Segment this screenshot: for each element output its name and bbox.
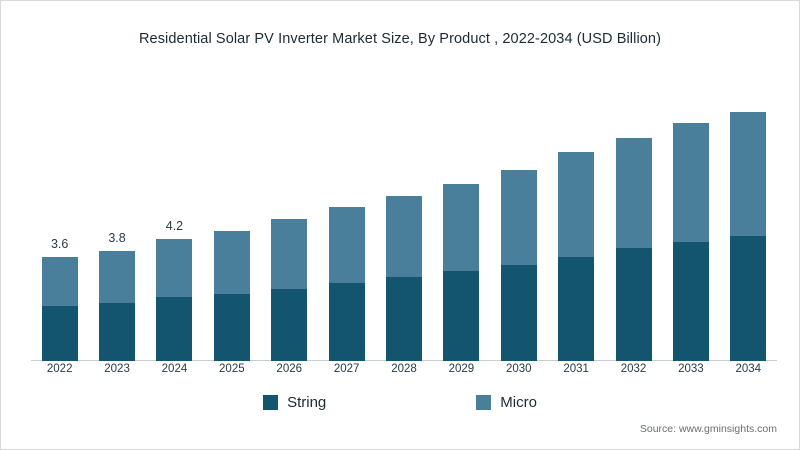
bar-segment-string[interactable] bbox=[271, 288, 308, 361]
bar-group[interactable] bbox=[41, 256, 78, 361]
x-tick-label: 2032 bbox=[620, 363, 647, 375]
bar-segment-string[interactable] bbox=[41, 305, 78, 361]
x-tick-label: 2027 bbox=[333, 363, 360, 375]
legend-label-string: String bbox=[287, 394, 327, 411]
x-tick-label: 2028 bbox=[391, 363, 417, 375]
legend-label-micro: Micro bbox=[500, 394, 537, 411]
bar-segment-string[interactable] bbox=[500, 265, 537, 361]
bar-segment-string[interactable] bbox=[443, 271, 480, 361]
legend-swatch-micro bbox=[476, 395, 492, 410]
x-tick-label: 2024 bbox=[161, 363, 188, 375]
bar-group[interactable] bbox=[443, 184, 480, 361]
bar-value-label: 3.8 bbox=[108, 230, 126, 245]
bar-segment-micro[interactable] bbox=[558, 152, 595, 257]
legend-swatch-string bbox=[263, 395, 279, 410]
bar-segment-string[interactable] bbox=[558, 256, 595, 361]
bar-segment-micro[interactable] bbox=[443, 184, 480, 272]
bar-group[interactable] bbox=[156, 239, 193, 361]
x-tick-label: 2026 bbox=[276, 363, 303, 375]
x-tick-label: 2031 bbox=[563, 363, 589, 375]
bar-segment-string[interactable] bbox=[386, 276, 422, 361]
bar-group[interactable] bbox=[672, 123, 709, 361]
x-tick-label: 2025 bbox=[219, 363, 245, 375]
bar-segment-string[interactable] bbox=[156, 297, 193, 361]
bar-segment-micro[interactable] bbox=[615, 137, 652, 248]
bar-group[interactable] bbox=[730, 111, 767, 361]
bar-group[interactable] bbox=[386, 195, 422, 361]
x-axis-labels: 2022 2023 2024 2025 2026 2027 2028 2029 2030 2031… bbox=[31, 363, 777, 381]
bar-segment-string[interactable] bbox=[99, 303, 136, 361]
x-tick-label: 2023 bbox=[104, 363, 130, 375]
bar-value-label: 3.6 bbox=[50, 236, 69, 251]
plot-area: 3.6 3.8 4.2 bbox=[31, 71, 777, 361]
bar-segment-micro[interactable] bbox=[271, 218, 308, 289]
x-tick-label: 2033 bbox=[678, 363, 704, 375]
bar-group[interactable] bbox=[558, 152, 595, 361]
bar-segment-micro[interactable] bbox=[41, 256, 78, 306]
legend-item-micro[interactable]: Micro bbox=[476, 394, 537, 411]
bar-segment-micro[interactable] bbox=[500, 169, 537, 266]
bar-segment-micro[interactable] bbox=[99, 250, 136, 303]
bar-group[interactable] bbox=[500, 169, 537, 361]
x-tick-label: 2022 bbox=[46, 363, 73, 375]
chart-title: Residential Solar PV Inverter Market Siz… bbox=[138, 31, 662, 47]
legend-item-string[interactable]: String bbox=[263, 394, 326, 411]
bar-group[interactable] bbox=[328, 207, 365, 361]
bar-group[interactable] bbox=[213, 230, 250, 361]
chart-legend: String Micro bbox=[1, 394, 799, 411]
bar-segment-micro[interactable] bbox=[386, 195, 422, 277]
x-tick-label: 2029 bbox=[448, 363, 475, 375]
bar-segment-micro[interactable] bbox=[328, 207, 365, 283]
bar-segment-string[interactable] bbox=[730, 236, 767, 361]
bar-segment-micro[interactable] bbox=[213, 230, 250, 295]
bar-segment-micro[interactable] bbox=[156, 239, 193, 298]
bar-segment-string[interactable] bbox=[213, 294, 250, 361]
bar-group[interactable] bbox=[271, 218, 308, 361]
bar-segment-string[interactable] bbox=[328, 282, 365, 361]
bar-group[interactable] bbox=[615, 137, 652, 361]
bar-group[interactable] bbox=[99, 250, 136, 361]
bar-segment-micro[interactable] bbox=[730, 111, 767, 237]
x-tick-label: 2034 bbox=[735, 363, 762, 375]
bar-segment-string[interactable] bbox=[615, 247, 652, 361]
source-attribution: Source: www.gminsights.com bbox=[639, 423, 777, 435]
bar-value-label: 4.2 bbox=[165, 219, 184, 234]
bar-segment-micro[interactable] bbox=[672, 123, 709, 243]
bar-segment-string[interactable] bbox=[672, 242, 709, 361]
x-tick-label: 2030 bbox=[505, 363, 532, 375]
